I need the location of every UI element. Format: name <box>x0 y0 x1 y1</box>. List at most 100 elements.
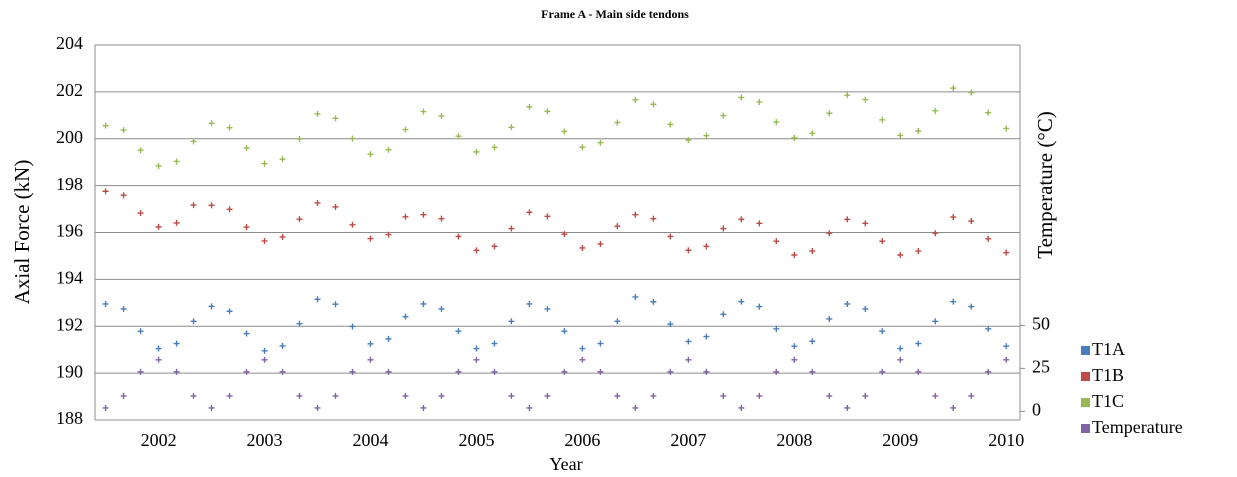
point <box>844 92 851 99</box>
point <box>243 144 250 151</box>
point <box>473 148 480 155</box>
point <box>508 318 515 325</box>
point <box>226 392 233 399</box>
point <box>243 224 250 231</box>
point <box>438 305 445 312</box>
point <box>349 135 356 142</box>
legend-swatch <box>1081 424 1090 433</box>
point <box>985 235 992 242</box>
y-tick-label: 192 <box>56 314 83 334</box>
point <box>614 392 621 399</box>
point <box>561 328 568 335</box>
point <box>862 96 869 103</box>
point <box>809 368 816 375</box>
point <box>597 139 604 146</box>
point <box>561 368 568 375</box>
point <box>261 160 268 167</box>
point <box>667 121 674 128</box>
point <box>932 107 939 114</box>
point <box>190 392 197 399</box>
point <box>685 137 692 144</box>
point <box>102 188 109 195</box>
point <box>915 340 922 347</box>
point <box>544 392 551 399</box>
point <box>950 214 957 221</box>
point <box>155 356 162 363</box>
point <box>349 221 356 228</box>
point <box>402 213 409 220</box>
point <box>720 112 727 119</box>
legend-swatch <box>1081 398 1090 407</box>
point <box>879 238 886 245</box>
point <box>879 116 886 123</box>
point <box>1003 356 1010 363</box>
point <box>561 128 568 135</box>
point <box>544 213 551 220</box>
point <box>897 252 904 258</box>
point <box>791 252 798 258</box>
point <box>190 202 197 209</box>
point <box>756 303 763 310</box>
point <box>438 113 445 120</box>
point <box>597 368 604 375</box>
point <box>349 368 356 375</box>
point <box>332 392 339 399</box>
point <box>226 124 233 131</box>
point <box>650 392 657 399</box>
point <box>950 85 957 92</box>
point <box>720 225 727 232</box>
point <box>773 325 780 332</box>
point <box>826 392 833 399</box>
point <box>173 340 180 347</box>
x-tick-label: 2005 <box>458 430 494 450</box>
point <box>332 115 339 122</box>
point <box>491 340 498 347</box>
point <box>579 244 586 251</box>
x-tick-label: 2009 <box>882 430 918 450</box>
point <box>102 122 109 129</box>
y-tick-label: 196 <box>56 221 83 241</box>
point <box>756 392 763 399</box>
point <box>296 392 303 399</box>
point <box>579 356 586 363</box>
point <box>738 216 745 223</box>
point <box>402 313 409 320</box>
point <box>720 392 727 399</box>
point <box>862 220 869 227</box>
point <box>579 144 586 151</box>
point <box>667 321 674 328</box>
point <box>703 368 710 375</box>
point <box>632 96 639 103</box>
point <box>438 392 445 399</box>
y-tick-label: 188 <box>56 408 83 428</box>
x-tick-label: 2002 <box>141 430 177 450</box>
point <box>703 243 710 250</box>
point <box>826 230 833 237</box>
point <box>420 404 427 411</box>
point <box>579 345 586 352</box>
point <box>862 392 869 399</box>
point <box>597 340 604 347</box>
point <box>455 233 462 240</box>
point <box>120 192 127 199</box>
y-tick-label: 200 <box>56 127 83 147</box>
point <box>844 300 851 307</box>
point <box>879 368 886 375</box>
y-tick-label: 198 <box>56 174 83 194</box>
point <box>508 392 515 399</box>
point <box>844 404 851 411</box>
point <box>173 368 180 375</box>
point <box>314 404 321 411</box>
point <box>120 305 127 312</box>
point <box>667 368 674 375</box>
point <box>208 303 215 310</box>
point <box>544 108 551 115</box>
point <box>915 248 922 255</box>
point <box>455 328 462 335</box>
point <box>385 335 392 342</box>
point <box>155 223 162 230</box>
point <box>703 132 710 139</box>
point <box>985 325 992 332</box>
legend-swatch <box>1081 372 1090 381</box>
